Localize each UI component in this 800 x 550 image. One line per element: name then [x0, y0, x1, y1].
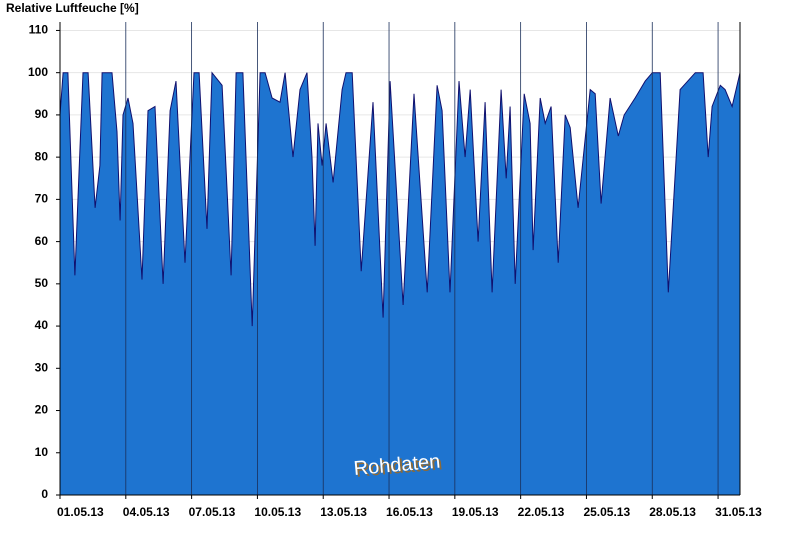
line [59, 71, 741, 327]
y-tick-label: 40 [35, 318, 49, 332]
x-tick-label: 04.05.13 [123, 505, 170, 519]
x-tick-label: 01.05.13 [57, 505, 104, 519]
x-tick-label: 19.05.13 [452, 505, 499, 519]
y-tick-label: 30 [35, 360, 49, 374]
y-tick-label: 100 [28, 65, 48, 79]
y-tick-label: 0 [41, 487, 48, 501]
chart-title: Relative Luftfeuche [%] [6, 1, 139, 15]
x-tick-label: 13.05.13 [320, 505, 367, 519]
x-tick-label: 16.05.13 [386, 505, 433, 519]
x-tick-label: 31.05.13 [715, 505, 762, 519]
x-tick-label: 28.05.13 [649, 505, 696, 519]
y-tick-label: 20 [35, 403, 49, 417]
y-tick-label: 110 [29, 23, 49, 37]
x-tick-label: 25.05.13 [583, 505, 630, 519]
y-tick-label: 10 [35, 445, 49, 459]
area [60, 72, 740, 495]
y-tick-label: 50 [35, 276, 49, 290]
y-tick-label: 60 [35, 234, 49, 248]
y-tick-label: 70 [35, 192, 49, 206]
y-tick-label: 90 [35, 107, 49, 121]
y-tick-label: 80 [35, 149, 49, 163]
x-tick-label: 22.05.13 [518, 505, 565, 519]
x-tick-label: 10.05.13 [254, 505, 301, 519]
x-tick-label: 07.05.13 [189, 505, 236, 519]
